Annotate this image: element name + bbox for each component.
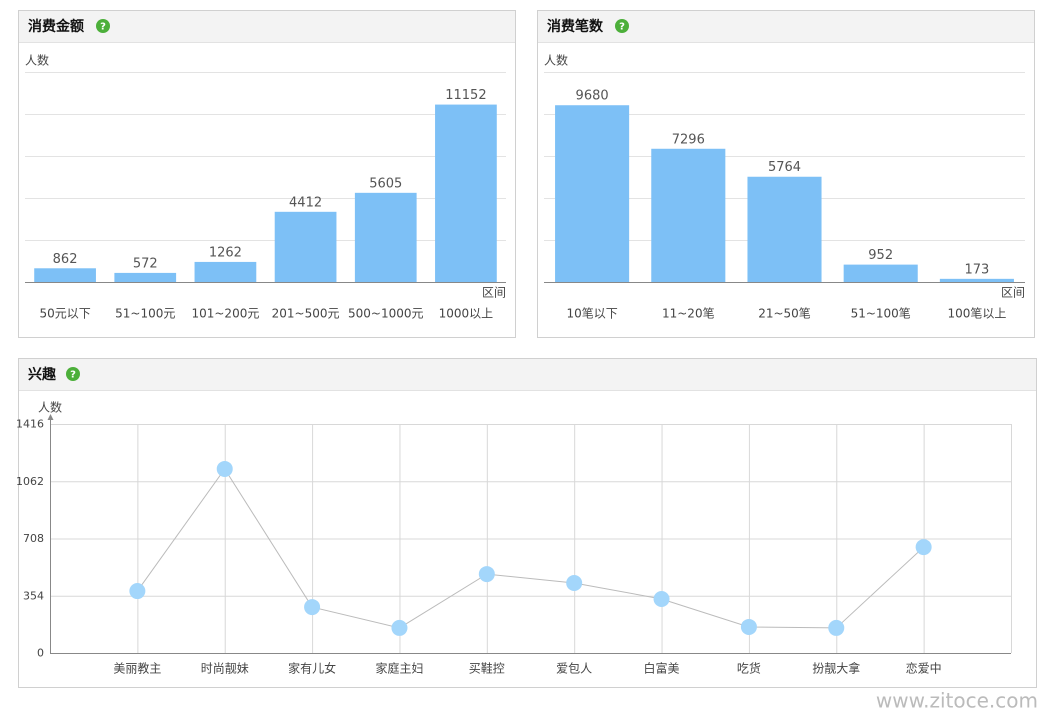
value-label: 572 bbox=[133, 256, 158, 271]
value-label: 7296 bbox=[672, 132, 705, 147]
value-label: 4412 bbox=[289, 195, 322, 210]
x-tick-label: 10笔以下 bbox=[566, 306, 617, 321]
y-tick-label: 354 bbox=[23, 589, 44, 602]
value-label: 9680 bbox=[576, 89, 609, 104]
bar bbox=[274, 211, 337, 282]
value-label: 5605 bbox=[369, 176, 402, 191]
watermark: www.zitoce.com bbox=[876, 689, 1038, 713]
x-tick-label: 时尚靓妹 bbox=[201, 662, 249, 676]
x-tick-label: 白富美 bbox=[644, 661, 680, 676]
value-label: 952 bbox=[868, 248, 893, 263]
value-label: 1262 bbox=[209, 245, 242, 260]
point bbox=[740, 618, 757, 635]
point bbox=[391, 619, 408, 636]
bar bbox=[555, 105, 630, 283]
y-axis-label: 人数 bbox=[25, 53, 49, 68]
panel-title: 消费笔数 bbox=[547, 18, 604, 35]
value-label: 862 bbox=[53, 252, 78, 267]
bar bbox=[939, 278, 1014, 282]
panel bbox=[18, 358, 1037, 688]
x-axis-label: 区间 bbox=[1001, 286, 1025, 300]
point bbox=[653, 590, 670, 607]
y-tick-label: 1062 bbox=[16, 475, 44, 488]
panel-header bbox=[19, 11, 515, 42]
x-tick-label: 11~20笔 bbox=[662, 306, 715, 321]
help-icon bbox=[96, 19, 110, 33]
x-tick-label: 51~100元 bbox=[115, 307, 175, 321]
point bbox=[478, 566, 495, 583]
bar bbox=[34, 268, 96, 282]
bar bbox=[114, 272, 177, 282]
help-icon bbox=[66, 367, 80, 381]
y-axis-arrow bbox=[47, 414, 54, 420]
point bbox=[915, 539, 932, 556]
x-tick-label: 吃货 bbox=[737, 661, 761, 676]
y-tick-label: 1416 bbox=[16, 418, 44, 431]
point bbox=[129, 583, 146, 600]
y-axis-label: 人数 bbox=[38, 400, 62, 415]
x-tick-label: 100笔以上 bbox=[947, 306, 1006, 321]
x-tick-label: 家有儿女 bbox=[288, 661, 336, 676]
x-axis-label: 区间 bbox=[482, 286, 506, 300]
bar bbox=[843, 264, 918, 282]
x-tick-label: 500~1000元 bbox=[348, 307, 424, 321]
bar bbox=[651, 148, 726, 282]
panel-header bbox=[19, 359, 1036, 390]
bar bbox=[435, 104, 497, 282]
y-tick-label: 0 bbox=[37, 647, 44, 660]
point bbox=[304, 599, 321, 616]
help-icon-mark: ? bbox=[100, 22, 106, 33]
help-icon bbox=[615, 19, 629, 33]
x-tick-label: 扮靓大拿 bbox=[812, 661, 860, 676]
x-tick-label: 美丽教主 bbox=[113, 661, 161, 676]
value-label: 173 bbox=[964, 262, 989, 277]
bar bbox=[747, 176, 822, 282]
x-tick-label: 爱包人 bbox=[556, 662, 592, 676]
y-tick-label: 708 bbox=[23, 532, 44, 545]
help-icon-mark: ? bbox=[70, 370, 76, 381]
value-label: 5764 bbox=[768, 160, 801, 175]
bar bbox=[354, 192, 417, 282]
point bbox=[828, 619, 845, 636]
x-tick-label: 201~500元 bbox=[272, 307, 340, 321]
point bbox=[566, 574, 583, 591]
panel-title: 消费金额 bbox=[28, 18, 84, 35]
y-axis-label: 人数 bbox=[544, 53, 568, 68]
value-label: 11152 bbox=[445, 88, 486, 103]
panel-title: 兴趣 bbox=[28, 366, 57, 383]
x-tick-label: 51~100笔 bbox=[851, 306, 911, 321]
x-tick-label: 1000以上 bbox=[439, 307, 494, 321]
x-tick-label: 50元以下 bbox=[39, 307, 90, 321]
bar bbox=[194, 261, 257, 282]
line bbox=[136, 468, 924, 629]
help-icon-mark: ? bbox=[619, 22, 625, 33]
x-tick-label: 家庭主妇 bbox=[375, 661, 423, 676]
x-tick-label: 101~200元 bbox=[191, 307, 259, 321]
x-tick-label: 21~50笔 bbox=[758, 306, 811, 321]
x-tick-label: 恋爱中 bbox=[906, 661, 942, 676]
x-tick-label: 买鞋控 bbox=[469, 661, 505, 676]
panel-header bbox=[538, 11, 1034, 42]
point bbox=[216, 460, 233, 477]
